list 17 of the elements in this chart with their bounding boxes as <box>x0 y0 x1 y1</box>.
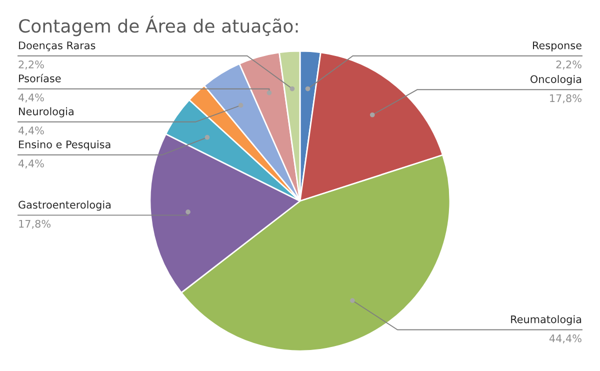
data-label: 44,4% <box>549 334 582 344</box>
data-label: 4,4% <box>18 126 44 136</box>
slice-label: Doenças Raras <box>19 42 96 52</box>
data-label: 17,8% <box>19 220 51 229</box>
data-label: 4,4% <box>18 160 44 168</box>
data-label: 17,8% <box>550 94 582 104</box>
slice-label: Response <box>532 42 582 52</box>
slice-label: Oncologia <box>530 75 582 86</box>
data-label: 4,4% <box>18 94 44 102</box>
data-label: 2,2% <box>18 60 44 70</box>
data-label: 2,2% <box>556 60 582 70</box>
slice-label: Ensino e Pesquisa <box>19 140 110 150</box>
slice-label: Reumatologia <box>511 315 582 326</box>
slice-label: Gastroenterologia <box>18 200 111 211</box>
slice-label: Neurologia <box>19 107 74 118</box>
slice-label: Psoríase <box>19 74 61 82</box>
chart-title: Contagem de Área de atuação: <box>19 16 298 36</box>
